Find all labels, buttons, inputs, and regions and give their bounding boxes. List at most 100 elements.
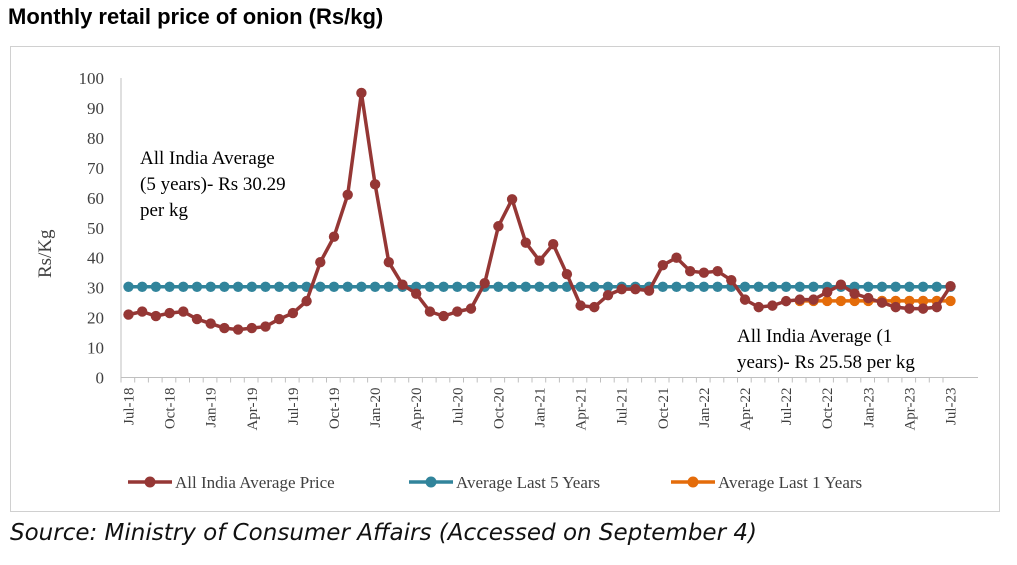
annotation-1yr-line: years)- Rs 25.58 per kg — [737, 352, 915, 373]
series-point-1 — [383, 281, 394, 292]
series-point-0 — [822, 286, 833, 298]
series-point-0 — [698, 267, 710, 278]
x-tick-label: Jan-22 — [697, 388, 713, 428]
legend-label: Average Last 5 Years — [456, 473, 600, 492]
series-point-0 — [808, 294, 819, 305]
series-point-1 — [712, 281, 723, 292]
series-point-0 — [438, 310, 449, 322]
x-tick-label: Apr-19 — [245, 388, 261, 431]
y-tick-label: 90 — [87, 99, 104, 118]
series-point-1 — [274, 281, 285, 292]
series-point-0 — [356, 87, 367, 99]
series-point-0 — [452, 306, 463, 317]
series-point-1 — [685, 281, 696, 292]
series-point-0 — [712, 265, 723, 277]
series-point-0 — [917, 303, 929, 314]
series-point-0 — [287, 307, 299, 319]
x-tick-label: Jan-21 — [533, 388, 549, 428]
annotation-5yr-line: (5 years)- Rs 30.29 — [140, 174, 286, 195]
x-tick-label: Oct-21 — [656, 388, 672, 430]
legend-marker-1 — [425, 476, 437, 488]
series-point-0 — [246, 322, 257, 334]
series-point-1 — [506, 281, 518, 292]
series-point-1 — [191, 281, 203, 292]
x-tick-label: Oct-18 — [163, 388, 179, 430]
series-point-1 — [917, 281, 929, 292]
x-tick-label: Jul-18 — [122, 388, 138, 426]
series-point-1 — [808, 281, 819, 292]
series-point-0 — [493, 221, 504, 232]
series-point-0 — [657, 259, 668, 271]
x-tick-label: Apr-23 — [902, 388, 918, 431]
series-point-0 — [411, 288, 422, 299]
series-point-0 — [643, 285, 655, 296]
series-point-1 — [876, 281, 888, 292]
series-point-0 — [931, 301, 942, 313]
series-point-1 — [123, 281, 134, 292]
series-point-0 — [575, 300, 586, 311]
annotation-5yr-line: All India Average — [140, 148, 275, 169]
x-tick-label: Jan-19 — [204, 388, 220, 428]
y-tick-label: 0 — [96, 369, 105, 388]
series-point-1 — [671, 281, 682, 292]
y-tick-label: 10 — [87, 339, 104, 358]
series-point-1 — [863, 281, 874, 292]
series-point-1 — [260, 281, 271, 292]
series-point-2 — [849, 295, 860, 307]
series-point-0 — [260, 321, 271, 332]
series-point-0 — [945, 280, 956, 292]
series-point-0 — [630, 283, 641, 295]
y-tick-label: 30 — [87, 279, 104, 298]
series-point-0 — [205, 318, 216, 329]
x-tick-label: Jan-20 — [368, 388, 384, 428]
series-point-0 — [767, 300, 778, 311]
series-point-0 — [548, 239, 559, 250]
series-point-0 — [178, 306, 189, 317]
series-point-1 — [150, 281, 162, 292]
series-point-1 — [287, 281, 299, 292]
series-point-1 — [931, 281, 942, 292]
source-note: Source: Ministry of Consumer Affairs (Ac… — [10, 520, 757, 546]
series-point-0 — [589, 301, 600, 313]
series-point-1 — [246, 281, 257, 292]
series-point-1 — [794, 281, 805, 292]
x-tick-label: Oct-20 — [491, 388, 507, 430]
series-point-0 — [369, 179, 381, 190]
x-tick-label: Jul-21 — [615, 388, 631, 426]
x-tick-label: Jul-23 — [944, 388, 960, 426]
legend-marker-2 — [687, 476, 699, 488]
series-point-0 — [835, 279, 847, 290]
series-point-0 — [671, 252, 682, 263]
x-tick-label: Apr-20 — [409, 388, 425, 431]
annotation-5yr-line: per kg — [140, 200, 189, 221]
series-point-0 — [534, 255, 545, 266]
chart-title: Monthly retail price of onion (Rs/kg) — [8, 4, 384, 29]
series-point-1 — [178, 281, 189, 292]
series-point-1 — [328, 281, 340, 292]
series-point-0 — [137, 306, 148, 317]
x-tick-label: Apr-21 — [574, 388, 590, 431]
series-point-0 — [890, 301, 901, 313]
series-point-0 — [876, 297, 888, 308]
y-tick-label: 70 — [87, 159, 104, 178]
y-tick-label: 20 — [87, 309, 104, 328]
series-point-0 — [561, 268, 573, 280]
series-point-0 — [753, 301, 764, 313]
y-tick-label: 50 — [87, 219, 104, 238]
series-point-2 — [822, 295, 833, 307]
series-point-0 — [397, 279, 408, 290]
x-tick-label: Oct-22 — [820, 388, 836, 430]
series-point-1 — [904, 281, 915, 292]
series-point-0 — [863, 292, 874, 304]
series-point-1 — [602, 281, 614, 292]
y-tick-label: 40 — [87, 249, 104, 268]
series-point-1 — [753, 281, 764, 292]
series-point-2 — [945, 295, 956, 307]
series-point-1 — [438, 281, 449, 292]
series-point-1 — [219, 281, 230, 292]
series-point-0 — [424, 306, 436, 317]
y-tick-label: 60 — [87, 189, 104, 208]
series-point-0 — [739, 294, 751, 305]
series-point-1 — [534, 281, 545, 292]
series-point-0 — [342, 189, 353, 201]
